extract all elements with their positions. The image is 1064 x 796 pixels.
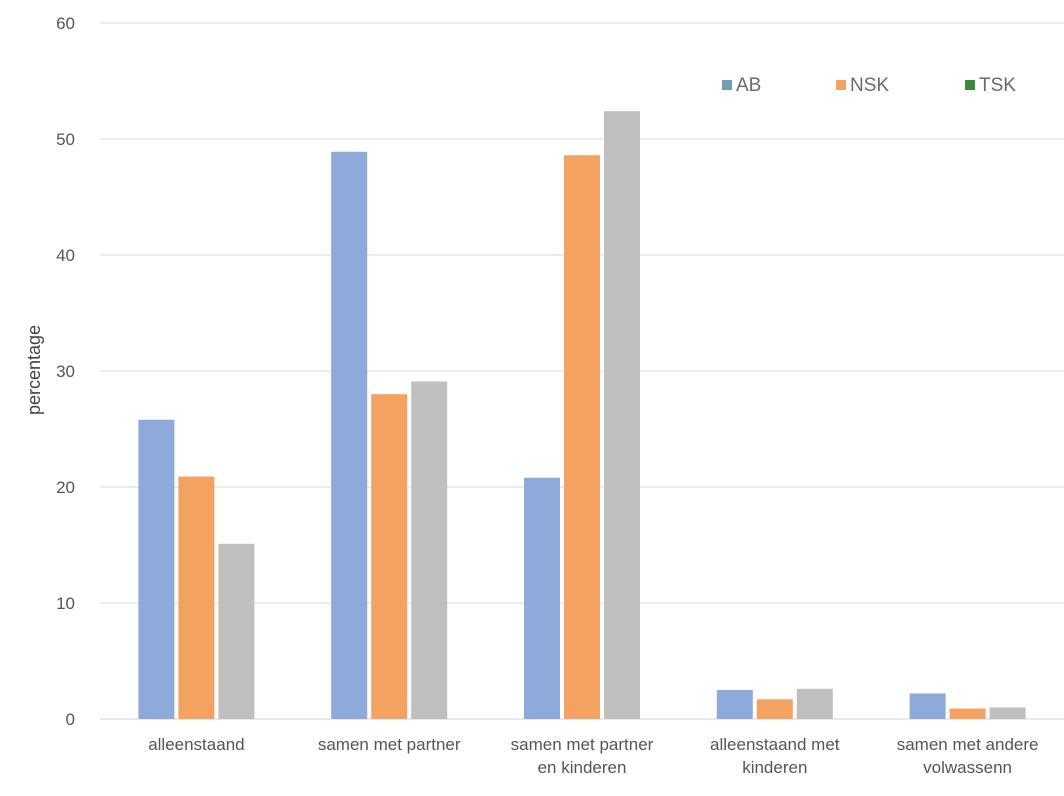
legend-label-tsk: TSK [979, 75, 1016, 96]
legend-swatch-tsk [965, 80, 975, 90]
legend-swatch-ab [722, 80, 732, 90]
y-tick-label: 40 [56, 246, 75, 265]
y-axis-title: percentage [24, 325, 44, 415]
x-category-label-line: en kinderen [538, 758, 627, 777]
y-tick-label: 10 [56, 594, 75, 613]
x-category-label-line: samen met andere [897, 735, 1039, 754]
y-tick-label: 50 [56, 130, 75, 149]
legend: AB NSK TSK [722, 75, 1016, 96]
legend-label-ab: AB [736, 75, 761, 96]
x-axis-labels: alleenstaand samen met partner samen met p… [148, 735, 1038, 777]
bar-ab-4 [909, 693, 946, 719]
legend-label-nsk: NSK [850, 75, 889, 96]
bar-nsk-0 [178, 476, 215, 719]
x-category-label: samen met partner en kinderen [511, 735, 654, 777]
bar-tsk-2 [604, 111, 640, 719]
bar-ab-3 [716, 690, 753, 719]
bar-ab-1 [331, 151, 368, 719]
y-tick-label: 0 [66, 710, 75, 729]
x-category-label-line: kinderen [742, 758, 807, 777]
y-tick-label: 20 [56, 478, 75, 497]
x-category-label-line: volwassenn [923, 758, 1012, 777]
x-category-label-line: alleenstaand [148, 735, 244, 754]
bar-tsk-3 [796, 688, 833, 719]
x-category-label: samen met andere volwassenn [897, 735, 1039, 777]
bar-ab-0 [138, 419, 175, 719]
x-category-label: samen met partner [318, 735, 461, 754]
bars [138, 111, 1026, 720]
bar-tsk-0 [218, 543, 255, 719]
y-tick-label: 60 [56, 14, 75, 33]
bar-nsk-3 [756, 699, 793, 719]
x-category-label-line: alleenstaand met [710, 735, 840, 754]
bar-nsk-1 [371, 394, 408, 719]
bar-nsk-4 [949, 708, 986, 719]
x-category-label-line: samen met partner [511, 735, 654, 754]
bar-tsk-1 [411, 381, 448, 719]
x-category-label: alleenstaand [148, 735, 244, 754]
x-category-label: alleenstaand met kinderen [710, 735, 840, 777]
legend-swatch-nsk [836, 80, 846, 90]
y-tick-label: 30 [56, 362, 75, 381]
y-axis-ticks: 0 10 20 30 40 50 60 [56, 14, 75, 729]
bar-ab-2 [524, 477, 560, 719]
bar-nsk-2 [564, 155, 600, 720]
bar-tsk-4 [989, 707, 1026, 719]
x-category-label-line: samen met partner [318, 735, 461, 754]
